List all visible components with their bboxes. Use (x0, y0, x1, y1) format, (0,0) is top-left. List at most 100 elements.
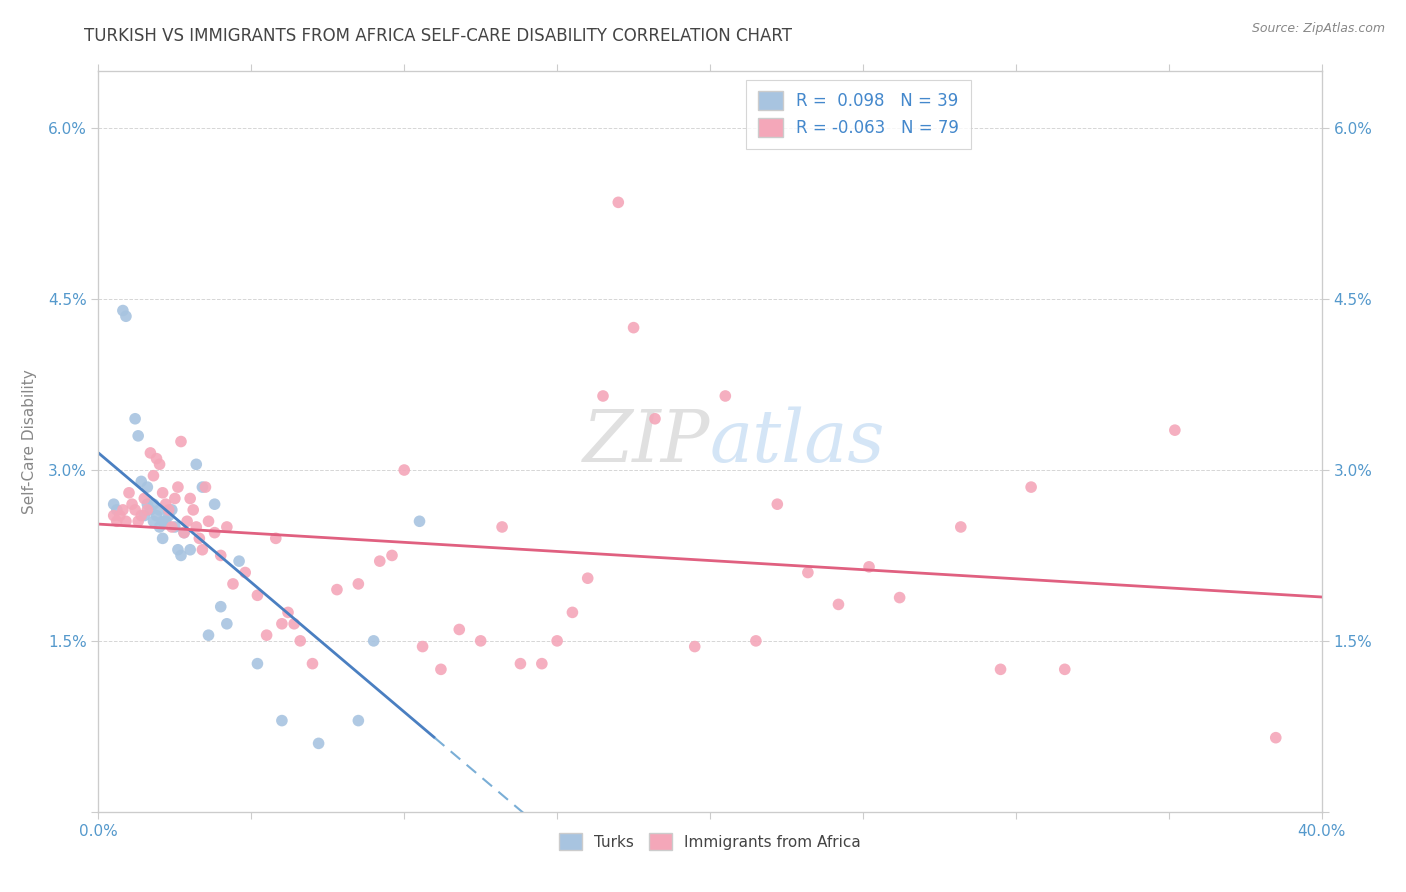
Point (209, 599, 232, 614)
Point (179, 491, 201, 506)
Legend: Turks, Immigrants from Africa: Turks, Immigrants from Africa (553, 827, 868, 856)
Point (188, 532, 211, 546)
Point (530, 657, 553, 671)
Point (145, 451, 167, 466)
Point (127, 429, 149, 443)
Point (392, 463, 416, 477)
Point (152, 532, 174, 546)
Point (111, 503, 134, 517)
Point (644, 411, 666, 425)
Point (858, 559, 880, 574)
Point (167, 542, 190, 557)
Text: TURKISH VS IMMIGRANTS FROM AFRICA SELF-CARE DISABILITY CORRELATION CHART: TURKISH VS IMMIGRANTS FROM AFRICA SELF-C… (84, 27, 793, 45)
Point (228, 554, 250, 568)
Y-axis label: Self-Care Disability: Self-Care Disability (21, 369, 37, 514)
Point (124, 411, 146, 425)
Point (264, 532, 287, 546)
Point (105, 514, 128, 528)
Point (363, 633, 385, 648)
Point (546, 633, 568, 648)
Point (197, 628, 219, 642)
Point (197, 514, 219, 528)
Point (142, 468, 165, 483)
Point (209, 549, 232, 563)
Point (797, 566, 820, 580)
Point (204, 525, 226, 540)
Point (142, 497, 165, 511)
Point (163, 491, 186, 506)
Point (160, 520, 183, 534)
Point (105, 503, 128, 517)
Point (111, 303, 134, 318)
Point (170, 549, 193, 563)
Point (142, 514, 165, 528)
Point (308, 736, 330, 750)
Point (326, 582, 349, 597)
Point (766, 497, 789, 511)
Point (155, 514, 177, 528)
Point (408, 514, 430, 528)
Point (1053, 662, 1076, 676)
Point (145, 508, 167, 523)
Text: ZIP: ZIP (582, 406, 710, 477)
Point (167, 480, 190, 494)
Point (181, 503, 204, 517)
Point (204, 497, 226, 511)
Point (157, 503, 180, 517)
Point (745, 633, 768, 648)
Point (215, 616, 238, 631)
Point (491, 520, 513, 534)
Point (368, 554, 391, 568)
Point (215, 520, 238, 534)
Point (827, 598, 849, 612)
Point (136, 497, 159, 511)
Point (129, 475, 152, 489)
Point (103, 508, 125, 523)
Point (949, 520, 972, 534)
Point (1264, 731, 1286, 745)
Text: Source: ZipAtlas.com: Source: ZipAtlas.com (1251, 22, 1385, 36)
Point (233, 566, 256, 580)
Point (163, 520, 186, 534)
Point (115, 310, 138, 324)
Point (134, 491, 156, 506)
Point (129, 508, 152, 523)
Point (127, 514, 149, 528)
Point (347, 714, 370, 728)
Point (149, 503, 172, 517)
Point (118, 485, 141, 500)
Point (124, 503, 146, 517)
Text: atlas: atlas (710, 406, 886, 477)
Point (509, 657, 531, 671)
Point (160, 503, 183, 517)
Point (430, 662, 453, 676)
Point (139, 503, 162, 517)
Point (301, 657, 323, 671)
Point (108, 508, 131, 523)
Point (157, 508, 180, 523)
Point (607, 195, 630, 210)
Point (277, 606, 299, 620)
Point (381, 549, 404, 563)
Point (1164, 423, 1187, 437)
Point (149, 520, 172, 534)
Point (176, 514, 198, 528)
Point (136, 503, 159, 517)
Point (139, 446, 162, 460)
Point (136, 480, 159, 494)
Point (155, 497, 177, 511)
Point (191, 542, 214, 557)
Point (121, 497, 143, 511)
Point (290, 633, 312, 648)
Point (115, 514, 138, 528)
Point (256, 628, 278, 642)
Point (270, 616, 292, 631)
Point (347, 577, 370, 591)
Point (179, 542, 201, 557)
Point (576, 571, 599, 585)
Point (194, 480, 217, 494)
Point (246, 657, 269, 671)
Point (1019, 480, 1042, 494)
Point (714, 389, 737, 403)
Point (149, 458, 172, 472)
